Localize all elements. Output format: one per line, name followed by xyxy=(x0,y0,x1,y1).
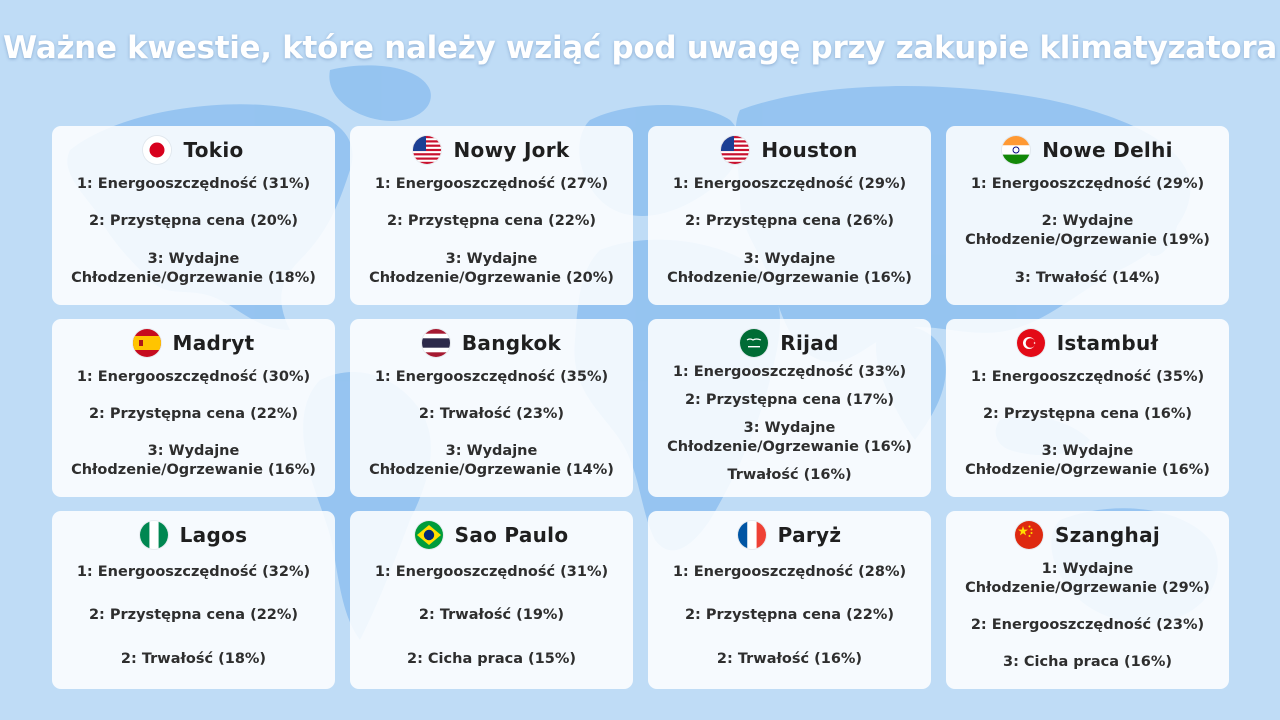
brazil-flag-icon xyxy=(414,521,443,549)
priority-item: 2: Cicha praca (15%) xyxy=(406,650,576,667)
priority-list: 1: Energooszczędność (33%) 2: Przystępna… xyxy=(656,359,923,489)
priority-item: 2: Trwałość (18%) xyxy=(120,650,267,667)
city-name: Nowy Jork xyxy=(453,138,570,162)
card-header: Houston xyxy=(721,136,857,164)
spain-flag-icon xyxy=(132,329,161,357)
city-name: Istambuł xyxy=(1056,331,1159,355)
priority-list: 1: Energooszczędność (29%) 2: Przystępna… xyxy=(656,166,923,297)
priority-item: 1: Energooszczędność (33%) xyxy=(672,364,907,381)
india-flag-icon xyxy=(1002,136,1031,164)
priority-item: 2: Przystępna cena (22%) xyxy=(386,213,597,230)
priority-item: 3: Wydajne Chłodzenie/Ogrzewanie (20%) xyxy=(369,250,614,286)
priority-item: 1: Energooszczędność (28%) xyxy=(672,564,907,581)
card-header: Szanghaj xyxy=(1014,521,1161,549)
saudi-arabia-flag-icon xyxy=(740,329,769,357)
priority-list: 1: Energooszczędność (35%) 2: Trwałość (… xyxy=(358,359,625,489)
priority-item: 2: Wydajne Chłodzenie/Ogrzewanie (19%) xyxy=(965,213,1210,249)
city-card-nowe-delhi: Nowe Delhi 1: Energooszczędność (29%) 2:… xyxy=(946,126,1229,305)
china-flag-icon xyxy=(1014,521,1043,549)
city-card-paryz: Paryż 1: Energooszczędność (28%) 2: Przy… xyxy=(648,511,931,689)
priority-list: 1: Energooszczędność (30%) 2: Przystępna… xyxy=(60,359,327,489)
priority-item: 1: Energooszczędność (29%) xyxy=(672,176,907,193)
usa-flag-icon xyxy=(721,136,750,164)
priority-item: 1: Energooszczędność (30%) xyxy=(76,369,311,385)
city-name: Rijad xyxy=(780,331,839,355)
priority-item: 1: Energooszczędność (29%) xyxy=(970,176,1205,193)
priority-item: 2: Przystępna cena (26%) xyxy=(684,213,895,230)
priority-item: 2: Przystępna cena (22%) xyxy=(684,607,895,624)
priority-item: 3: Wydajne Chłodzenie/Ogrzewanie (16%) xyxy=(71,443,316,478)
priority-item: 2: Przystępna cena (16%) xyxy=(982,406,1193,422)
card-header: Madryt xyxy=(132,329,255,357)
priority-item: 1: Energooszczędność (35%) xyxy=(374,369,609,385)
city-card-szanghaj: Szanghaj 1: Wydajne Chłodzenie/Ogrzewani… xyxy=(946,511,1229,689)
priority-item: 2: Trwałość (23%) xyxy=(418,406,565,422)
city-card-nowy-jork: Nowy Jork 1: Energooszczędność (27%) 2: … xyxy=(350,126,633,305)
priority-item: Trwałość (16%) xyxy=(727,466,852,483)
priority-list: 1: Energooszczędność (35%) 2: Przystępna… xyxy=(954,359,1221,489)
turkey-flag-icon xyxy=(1016,329,1045,357)
city-name: Houston xyxy=(761,138,858,162)
city-card-istambul: Istambuł 1: Energooszczędność (35%) 2: P… xyxy=(946,319,1229,497)
priority-list: 1: Energooszczędność (31%) 2: Przystępna… xyxy=(60,166,327,297)
thailand-flag-icon xyxy=(421,329,450,357)
card-header: Nowe Delhi xyxy=(1002,136,1173,164)
city-card-houston: Houston 1: Energooszczędność (29%) 2: Pr… xyxy=(648,126,931,305)
priority-item: 3: Wydajne Chłodzenie/Ogrzewanie (16%) xyxy=(667,419,912,455)
city-name: Tokio xyxy=(183,138,244,162)
card-header: Bangkok xyxy=(421,329,562,357)
priority-list: 1: Energooszczędność (31%) 2: Trwałość (… xyxy=(358,551,625,681)
priority-list: 1: Energooszczędność (29%) 2: Wydajne Ch… xyxy=(954,166,1221,297)
card-header: Istambuł xyxy=(1016,329,1159,357)
city-card-madryt: Madryt 1: Energooszczędność (30%) 2: Prz… xyxy=(52,319,335,497)
priority-list: 1: Energooszczędność (27%) 2: Przystępna… xyxy=(358,166,625,297)
city-name: Madryt xyxy=(172,331,255,355)
city-card-sao-paulo: Sao Paulo 1: Energooszczędność (31%) 2: … xyxy=(350,511,633,689)
priority-item: 3: Wydajne Chłodzenie/Ogrzewanie (16%) xyxy=(965,443,1210,478)
card-header: Nowy Jork xyxy=(413,136,569,164)
priority-list: 1: Energooszczędność (28%) 2: Przystępna… xyxy=(656,551,923,681)
japan-flag-icon xyxy=(143,136,172,164)
usa-flag-icon xyxy=(413,136,442,164)
priority-list: 1: Wydajne Chłodzenie/Ogrzewanie (29%) 2… xyxy=(954,551,1221,681)
priority-item: 2: Energooszczędność (23%) xyxy=(970,617,1205,633)
priority-item: 3: Wydajne Chłodzenie/Ogrzewanie (14%) xyxy=(369,443,614,478)
priority-item: 2: Trwałość (16%) xyxy=(716,650,863,667)
priority-item: 1: Energooszczędność (27%) xyxy=(374,176,609,193)
priority-item: 3: Wydajne Chłodzenie/Ogrzewanie (16%) xyxy=(667,250,912,286)
card-header: Tokio xyxy=(143,136,243,164)
city-card-bangkok: Bangkok 1: Energooszczędność (35%) 2: Tr… xyxy=(350,319,633,497)
city-name: Bangkok xyxy=(461,331,562,355)
priority-item: 1: Energooszczędność (35%) xyxy=(970,369,1205,385)
city-name: Paryż xyxy=(777,523,842,547)
priority-item: 3: Trwałość (14%) xyxy=(1014,269,1161,286)
city-name: Sao Paulo xyxy=(454,523,569,547)
priority-item: 2: Przystępna cena (17%) xyxy=(684,392,895,409)
page-title: Ważne kwestie, które należy wziąć pod uw… xyxy=(3,30,1277,66)
city-name: Nowe Delhi xyxy=(1042,138,1173,162)
priority-item: 1: Wydajne Chłodzenie/Ogrzewanie (29%) xyxy=(965,561,1210,596)
city-card-rijad: Rijad 1: Energooszczędność (33%) 2: Przy… xyxy=(648,319,931,497)
card-header: Lagos xyxy=(139,521,248,549)
city-card-lagos: Lagos 1: Energooszczędność (32%) 2: Przy… xyxy=(52,511,335,689)
priority-item: 1: Energooszczędność (31%) xyxy=(374,564,609,581)
card-header: Sao Paulo xyxy=(414,521,569,549)
city-name: Szanghaj xyxy=(1054,523,1161,547)
france-flag-icon xyxy=(737,521,766,549)
city-name: Lagos xyxy=(179,523,248,547)
priority-item: 1: Energooszczędność (32%) xyxy=(76,564,311,581)
city-card-tokio: Tokio 1: Energooszczędność (31%) 2: Przy… xyxy=(52,126,335,305)
priority-item: 3: Cicha praca (16%) xyxy=(1002,654,1172,670)
priority-list: 1: Energooszczędność (32%) 2: Przystępna… xyxy=(60,551,327,681)
card-header: Rijad xyxy=(740,329,838,357)
card-header: Paryż xyxy=(737,521,842,549)
city-cards-grid: Tokio 1: Energooszczędność (31%) 2: Przy… xyxy=(52,126,1229,689)
priority-item: 1: Energooszczędność (31%) xyxy=(76,176,311,193)
priority-item: 3: Wydajne Chłodzenie/Ogrzewanie (18%) xyxy=(71,250,316,286)
nigeria-flag-icon xyxy=(139,521,168,549)
priority-item: 2: Przystępna cena (22%) xyxy=(88,607,299,624)
priority-item: 2: Przystępna cena (22%) xyxy=(88,406,299,422)
priority-item: 2: Trwałość (19%) xyxy=(418,607,565,624)
priority-item: 2: Przystępna cena (20%) xyxy=(88,213,299,230)
